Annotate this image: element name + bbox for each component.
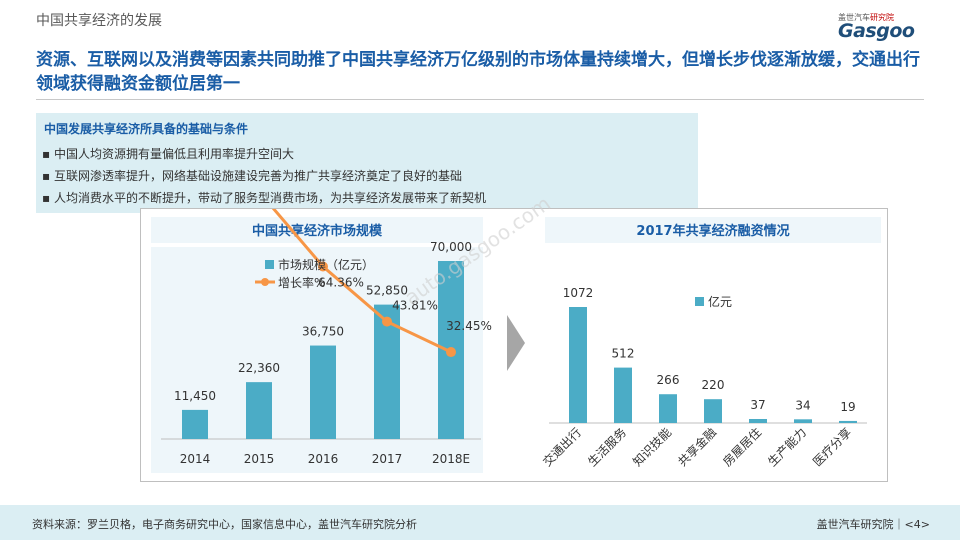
footer-source: 资料来源：罗兰贝格，电子商务研究中心，国家信息中心，盖世汽车研究院分析 bbox=[32, 518, 417, 531]
right-bar bbox=[839, 420, 857, 423]
right-legend-label: 亿元 bbox=[708, 294, 732, 309]
growth-label: 32.45% bbox=[446, 319, 492, 333]
growth-point bbox=[382, 316, 392, 327]
info-box-title: 中国发展共享经济所具备的基础与条件 bbox=[44, 122, 249, 136]
right-x-tick-label: 共享金融 bbox=[675, 425, 720, 470]
left-bar-label: 22,360 bbox=[238, 361, 280, 375]
right-legend-swatch bbox=[695, 297, 704, 306]
bullet-list: ▪ 中国人均资源拥有量偏低且利用率提升空间大 ▪ 互联网渗透率提升，网络基础设施建设… bbox=[42, 143, 486, 209]
chart-frame: 中国共享经济市场规模 11,450 2014 22,360 2015 36,750 2016… bbox=[140, 186, 888, 482]
right-chart-title: 2017年共享经济融资情况 bbox=[636, 223, 789, 239]
legend-bar-swatch bbox=[265, 260, 274, 269]
bullet-item: ▪ 互联网渗透率提升，网络基础设施建设完善为推广共享经济奠定了良好的基础 bbox=[42, 165, 486, 187]
right-bar bbox=[749, 418, 767, 423]
right-bar bbox=[614, 367, 632, 423]
right-x-tick-label: 交通出行 bbox=[540, 425, 585, 470]
left-chart-title-bg bbox=[151, 217, 483, 243]
right-bar-label: 34 bbox=[795, 398, 810, 412]
right-x-tick-label: 生产能力 bbox=[765, 425, 809, 469]
bullet-icon: ▪ bbox=[42, 191, 51, 205]
growth-point bbox=[446, 347, 456, 358]
logo: 盖世汽车研究院 Gasgoo bbox=[820, 8, 940, 44]
right-bar bbox=[704, 399, 722, 423]
right-bar bbox=[794, 419, 812, 423]
right-bar-label: 512 bbox=[612, 347, 635, 361]
left-bar-label: 52,850 bbox=[366, 284, 408, 298]
right-chart-title-bg bbox=[545, 217, 881, 243]
arrow-icon bbox=[507, 315, 525, 371]
right-bar-label: 1072 bbox=[563, 286, 594, 300]
left-x-tick-label: 2016 bbox=[308, 452, 339, 466]
left-x-tick-label: 2015 bbox=[244, 452, 275, 466]
bullet-item: ▪ 人均消费水平的不断提升，带动了服务型消费市场，为共享经济发展带来了新契机 bbox=[42, 187, 486, 209]
bullet-item: ▪ 中国人均资源拥有量偏低且利用率提升空间大 bbox=[42, 143, 486, 165]
right-x-tick-label: 房屋居住 bbox=[720, 425, 765, 470]
right-bar-label: 19 bbox=[840, 400, 855, 414]
logo-en-text: Gasgoo bbox=[838, 20, 915, 42]
right-x-tick-label: 医疗分享 bbox=[810, 425, 855, 470]
growth-point bbox=[318, 261, 328, 272]
right-bar-label: 37 bbox=[750, 398, 765, 412]
footer: 资料来源：罗兰贝格，电子商务研究中心，国家信息中心，盖世汽车研究院分析 盖世汽车… bbox=[0, 505, 960, 540]
left-x-tick-label: 2014 bbox=[180, 452, 211, 466]
legend-line-label: 增长率% bbox=[278, 275, 325, 290]
right-bar-label: 266 bbox=[657, 373, 680, 387]
logo-cn-text: 盖世汽车研究院 bbox=[838, 13, 894, 22]
info-box: 中国发展共享经济所具备的基础与条件 ▪ 中国人均资源拥有量偏低且利用率提升空间大 … bbox=[36, 113, 698, 213]
left-x-tick-label: 2017 bbox=[372, 452, 403, 466]
left-x-tick-label: 2018E bbox=[432, 452, 470, 466]
footer-page-number: 盖世汽车研究院｜<4> bbox=[816, 518, 930, 531]
left-bar bbox=[182, 409, 208, 439]
left-bar-label: 36,750 bbox=[302, 325, 344, 339]
right-x-tick-label: 生活服务 bbox=[585, 425, 630, 470]
growth-label: 64.36% bbox=[318, 276, 364, 290]
left-bar bbox=[310, 345, 336, 439]
divider bbox=[36, 99, 924, 100]
right-x-tick-label: 知识技能 bbox=[630, 425, 674, 469]
left-bar-label: 11,450 bbox=[174, 389, 216, 403]
growth-label: 43.81% bbox=[392, 299, 438, 313]
charts-svg: 中国共享经济市场规模 11,450 2014 22,360 2015 36,750 2016… bbox=[151, 186, 881, 473]
left-bar-label: 70,000 bbox=[430, 240, 472, 254]
left-bar bbox=[246, 382, 272, 439]
right-bar-label: 220 bbox=[702, 378, 725, 392]
right-bar bbox=[659, 394, 677, 423]
legend-bar-label: 市场规模（亿元） bbox=[278, 257, 374, 272]
right-bar bbox=[569, 307, 587, 423]
left-chart-title: 中国共享经济市场规模 bbox=[252, 223, 383, 239]
bullet-icon: ▪ bbox=[42, 147, 51, 161]
bullet-icon: ▪ bbox=[42, 169, 51, 183]
headline: 资源、互联网以及消费等因素共同助推了中国共享经济万亿级别的市场体量持续增大，但增… bbox=[36, 50, 920, 94]
growth-line bbox=[257, 190, 452, 354]
page-title: 中国共享经济的发展 bbox=[36, 13, 162, 29]
legend-line-marker bbox=[261, 278, 269, 286]
